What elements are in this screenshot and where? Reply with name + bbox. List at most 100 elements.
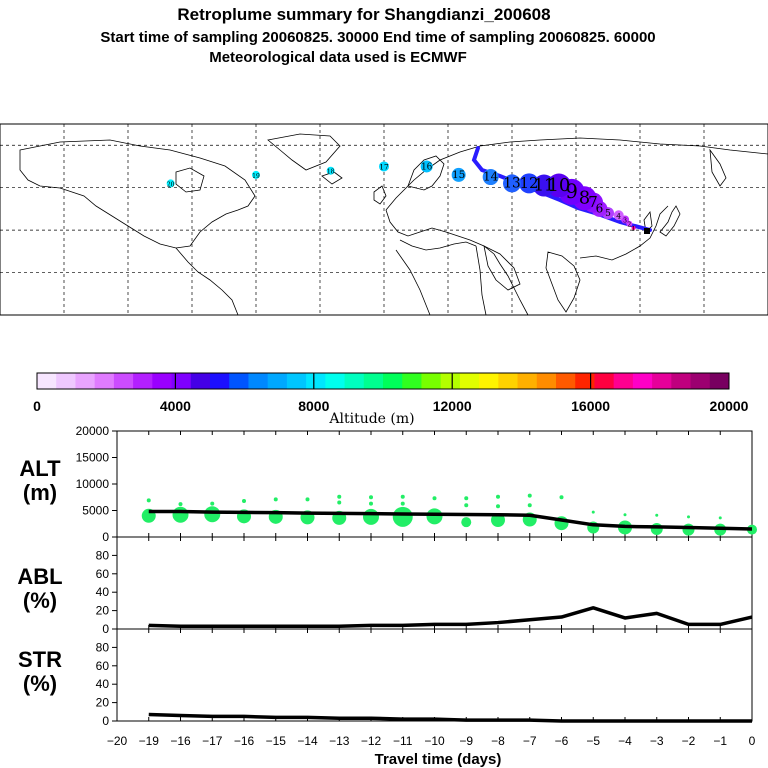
- colorbar-swatch: [37, 373, 57, 389]
- colorbar-tick-label: 8000: [298, 398, 329, 414]
- altitude-upper-point: [369, 495, 373, 500]
- map-cluster-number: 17: [379, 162, 389, 171]
- altitude-upper-point: [305, 497, 310, 502]
- colorbar-swatch: [171, 373, 192, 389]
- map-cluster: [613, 210, 624, 221]
- map-cluster: [451, 167, 466, 182]
- altitude-cluster: [172, 506, 189, 523]
- sampling-times: Start time of sampling 20060825. 30000 E…: [100, 29, 655, 46]
- colorbar-swatch: [210, 373, 230, 389]
- y-tick-label: 20: [96, 604, 110, 618]
- colorbar-swatch: [575, 373, 595, 389]
- map-cluster-number: 20: [167, 181, 175, 188]
- x-tick-label: −11: [393, 734, 413, 748]
- alt-panel-unit: (m): [23, 480, 57, 505]
- altitude-upper-point: [591, 510, 595, 514]
- colorbar-swatch: [286, 373, 307, 389]
- colorbar-swatch: [536, 373, 557, 389]
- map-cluster-number: 2: [627, 222, 631, 229]
- abl-panel-unit: (%): [23, 588, 57, 613]
- colorbar-swatch: [133, 373, 153, 389]
- colorbar-tick-label: 12000: [433, 398, 472, 414]
- altitude-cluster: [363, 508, 379, 525]
- map-coastlines: [19, 133, 768, 316]
- map-cluster-number: 16: [421, 162, 433, 172]
- map-cluster-number: 9: [566, 180, 578, 203]
- map-cluster-number: 15: [452, 169, 465, 181]
- colorbar-swatch: [594, 373, 615, 389]
- altitude-cluster: [392, 506, 413, 527]
- colorbar-tick-label: 0: [33, 398, 41, 414]
- altitude-upper-point: [687, 515, 690, 519]
- altitude-upper-point: [369, 501, 373, 506]
- colorbar-swatch: [440, 373, 461, 389]
- x-tick-label: −3: [650, 734, 664, 748]
- map-cluster-number: 8: [579, 188, 590, 209]
- alt-panel-label: ALT: [19, 456, 61, 481]
- map-cluster: [503, 174, 521, 193]
- y-tick-label: 0: [102, 622, 109, 636]
- colorbar: 0 4000 8000 12000 16000 20000 Altitude (m): [33, 372, 749, 427]
- x-tick-label: −10: [424, 734, 445, 748]
- x-tick-label: −16: [170, 734, 191, 748]
- y-tick-label: 60: [96, 659, 110, 673]
- map-cluster: [379, 161, 389, 172]
- colorbar-swatch: [267, 373, 288, 389]
- series-line: [148, 509, 753, 531]
- x-tick-label: −6: [555, 734, 569, 748]
- altitude-upper-point: [623, 513, 627, 517]
- map-cluster-number: 1: [632, 226, 636, 233]
- x-tick-label: −7: [523, 734, 537, 748]
- altitude-cluster: [650, 523, 663, 536]
- map-cluster: [482, 169, 499, 186]
- altitude-upper-point: [655, 513, 659, 517]
- map-cluster-number: 11: [534, 175, 555, 194]
- x-tick-label: −9: [459, 734, 473, 748]
- altitude-upper-point: [527, 493, 532, 498]
- colorbar-tick-label: 4000: [160, 398, 191, 414]
- altitude-upper-point: [559, 495, 564, 500]
- colorbar-frame: [36, 372, 730, 390]
- map-cluster-number: 19: [252, 173, 260, 180]
- str-panel-unit: (%): [23, 671, 57, 696]
- x-tick-label: −13: [329, 734, 350, 748]
- station-marker: [644, 228, 650, 234]
- map-cluster: [519, 173, 540, 194]
- x-axis: −20 −19 −16 −17 −16 −15 −14 −13 −12 −11 −10 −9 −8 −7−…: [107, 734, 756, 748]
- altitude-upper-point: [464, 496, 469, 501]
- x-tick-label: −16: [234, 734, 255, 748]
- x-tick-label: −8: [491, 734, 505, 748]
- colorbar-swatch: [75, 373, 96, 389]
- y-tick-label: 80: [96, 640, 110, 654]
- y-tick-label: 20000: [76, 424, 110, 438]
- figure-title: Retroplume summary for Shangdianzi_20060…: [177, 5, 550, 24]
- altitude-upper-point: [337, 500, 342, 505]
- y-tick-label: 20: [96, 696, 110, 710]
- colorbar-swatch: [556, 373, 576, 389]
- colorbar-swatch: [152, 373, 173, 389]
- x-tick-label: −5: [586, 734, 600, 748]
- altitude-upper-point: [496, 504, 500, 509]
- map-cluster: [252, 170, 260, 179]
- map-clusters: [166, 160, 636, 230]
- colorbar-tick-label: 16000: [571, 398, 610, 414]
- altitude-upper-point: [242, 498, 246, 503]
- x-tick-label: −4: [618, 734, 632, 748]
- y-tick-label: 5000: [82, 504, 109, 518]
- altitude-upper-point: [718, 516, 722, 520]
- x-tick-label: −14: [297, 734, 318, 748]
- altitude-upper-point: [464, 503, 469, 508]
- map-cluster-number: 18: [327, 169, 335, 176]
- map-cluster-number: 10: [547, 175, 570, 196]
- altitude-cluster: [682, 523, 695, 536]
- colorbar-swatch: [709, 373, 730, 389]
- str-chart: 0 20 40 60 80: [96, 628, 753, 728]
- x-tick-label: 0: [749, 734, 756, 748]
- y-tick-label: 60: [96, 567, 110, 581]
- colorbar-swatch: [671, 373, 692, 389]
- abl-chart: 0 20 40 60 80: [96, 536, 753, 636]
- altitude-upper-point: [146, 498, 151, 503]
- colorbar-tick-label: 20000: [710, 398, 749, 414]
